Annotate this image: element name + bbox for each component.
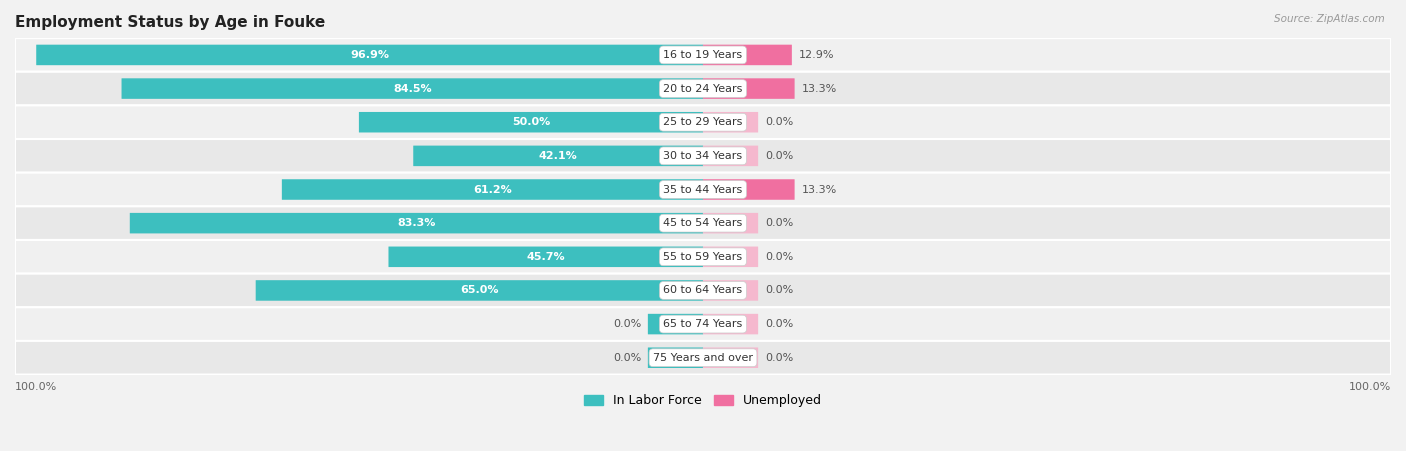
Text: 20 to 24 Years: 20 to 24 Years [664, 83, 742, 93]
FancyBboxPatch shape [703, 213, 758, 234]
FancyBboxPatch shape [388, 247, 703, 267]
FancyBboxPatch shape [703, 45, 792, 65]
Text: 83.3%: 83.3% [398, 218, 436, 228]
Text: 65 to 74 Years: 65 to 74 Years [664, 319, 742, 329]
Text: Employment Status by Age in Fouke: Employment Status by Age in Fouke [15, 15, 325, 30]
FancyBboxPatch shape [703, 280, 758, 301]
Text: 13.3%: 13.3% [801, 184, 837, 194]
FancyBboxPatch shape [703, 347, 758, 368]
FancyBboxPatch shape [703, 146, 758, 166]
Text: 0.0%: 0.0% [765, 319, 793, 329]
FancyBboxPatch shape [648, 314, 703, 334]
Text: 16 to 19 Years: 16 to 19 Years [664, 50, 742, 60]
Text: 12.9%: 12.9% [799, 50, 834, 60]
Text: 0.0%: 0.0% [613, 353, 641, 363]
FancyBboxPatch shape [129, 213, 703, 234]
Text: Source: ZipAtlas.com: Source: ZipAtlas.com [1274, 14, 1385, 23]
Text: 100.0%: 100.0% [1348, 382, 1391, 392]
Text: 0.0%: 0.0% [765, 353, 793, 363]
FancyBboxPatch shape [703, 112, 758, 133]
FancyBboxPatch shape [359, 112, 703, 133]
Text: 0.0%: 0.0% [765, 285, 793, 295]
Text: 0.0%: 0.0% [765, 252, 793, 262]
Text: 13.3%: 13.3% [801, 83, 837, 93]
FancyBboxPatch shape [15, 307, 1391, 341]
Legend: In Labor Force, Unemployed: In Labor Force, Unemployed [579, 389, 827, 412]
Text: 0.0%: 0.0% [765, 151, 793, 161]
Text: 0.0%: 0.0% [765, 117, 793, 127]
FancyBboxPatch shape [37, 45, 703, 65]
FancyBboxPatch shape [15, 38, 1391, 72]
Text: 30 to 34 Years: 30 to 34 Years [664, 151, 742, 161]
Text: 60 to 64 Years: 60 to 64 Years [664, 285, 742, 295]
FancyBboxPatch shape [15, 72, 1391, 106]
FancyBboxPatch shape [703, 314, 758, 334]
FancyBboxPatch shape [281, 179, 703, 200]
FancyBboxPatch shape [15, 106, 1391, 139]
FancyBboxPatch shape [15, 173, 1391, 207]
FancyBboxPatch shape [15, 139, 1391, 173]
FancyBboxPatch shape [703, 179, 794, 200]
Text: 25 to 29 Years: 25 to 29 Years [664, 117, 742, 127]
FancyBboxPatch shape [648, 347, 703, 368]
FancyBboxPatch shape [703, 247, 758, 267]
FancyBboxPatch shape [15, 207, 1391, 240]
Text: 61.2%: 61.2% [472, 184, 512, 194]
Text: 35 to 44 Years: 35 to 44 Years [664, 184, 742, 194]
FancyBboxPatch shape [703, 78, 794, 99]
FancyBboxPatch shape [413, 146, 703, 166]
Text: 0.0%: 0.0% [765, 218, 793, 228]
FancyBboxPatch shape [256, 280, 703, 301]
FancyBboxPatch shape [15, 274, 1391, 307]
FancyBboxPatch shape [15, 240, 1391, 274]
Text: 96.9%: 96.9% [350, 50, 389, 60]
Text: 75 Years and over: 75 Years and over [652, 353, 754, 363]
Text: 55 to 59 Years: 55 to 59 Years [664, 252, 742, 262]
Text: 84.5%: 84.5% [394, 83, 432, 93]
Text: 45.7%: 45.7% [526, 252, 565, 262]
FancyBboxPatch shape [121, 78, 703, 99]
Text: 65.0%: 65.0% [460, 285, 499, 295]
Text: 0.0%: 0.0% [613, 319, 641, 329]
Text: 50.0%: 50.0% [512, 117, 550, 127]
Text: 42.1%: 42.1% [538, 151, 578, 161]
Text: 45 to 54 Years: 45 to 54 Years [664, 218, 742, 228]
Text: 100.0%: 100.0% [15, 382, 58, 392]
FancyBboxPatch shape [15, 341, 1391, 374]
